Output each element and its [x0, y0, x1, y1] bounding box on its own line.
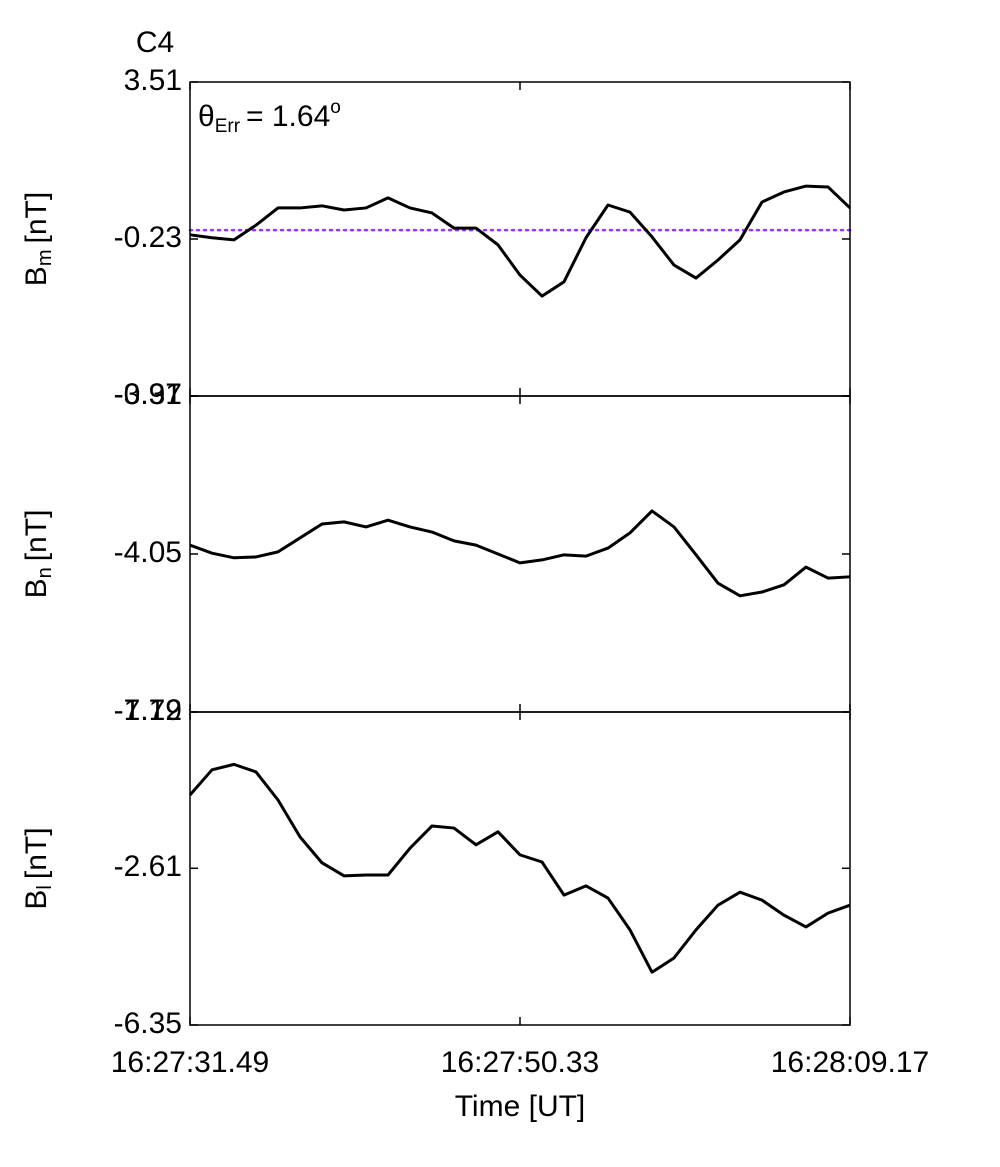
data-line — [189, 509, 851, 598]
y-label-sub: m — [34, 250, 56, 267]
annotation-symbol: θ — [198, 100, 215, 133]
y-tick-label: -7.79 — [114, 694, 182, 727]
y-tick-label: -6.35 — [114, 1007, 182, 1040]
x-tick-label: 16:27:50.33 — [441, 1046, 599, 1079]
y-tick-label: -0.31 — [114, 378, 182, 411]
y-axis-label: Bl [nT] — [20, 827, 56, 909]
y-tick-label: -4.05 — [114, 536, 182, 569]
y-tick-label: 1.12 — [124, 694, 182, 727]
panel-frame — [189, 395, 851, 713]
y-axis-label: Bn [nT] — [20, 510, 56, 599]
y-label-unit: [nT] — [20, 827, 53, 879]
y-label-sub: n — [34, 567, 56, 578]
y-label-main: B — [20, 578, 53, 598]
y-tick-label: -2.61 — [114, 850, 182, 883]
x-axis-label: Time [UT] — [455, 1090, 586, 1123]
annotation: θErr = 1.64o — [198, 97, 341, 137]
x-tick-label: 16:27:31.49 — [111, 1046, 269, 1079]
data-line — [188, 762, 851, 974]
y-label-main: B — [20, 266, 53, 286]
annotation-rest: = 1.64 — [246, 100, 330, 133]
x-tick-label: 16:28:09.17 — [771, 1046, 929, 1079]
y-tick-label: 3.51 — [124, 64, 182, 97]
y-tick-label: -3.97 — [114, 378, 182, 411]
y-label-main: B — [20, 890, 53, 910]
annotation-sub: Err — [215, 116, 241, 137]
panel-frame — [189, 711, 851, 1026]
y-label-sub: l — [34, 885, 56, 889]
annotation-sup: o — [330, 97, 341, 118]
y-label-unit: [nT] — [20, 192, 53, 244]
data-line — [189, 184, 852, 298]
chart-title: C4 — [136, 26, 174, 59]
y-label-unit: [nT] — [20, 510, 53, 562]
y-tick-label: -0.23 — [114, 221, 182, 254]
y-axis-label: Bm [nT] — [20, 192, 56, 286]
